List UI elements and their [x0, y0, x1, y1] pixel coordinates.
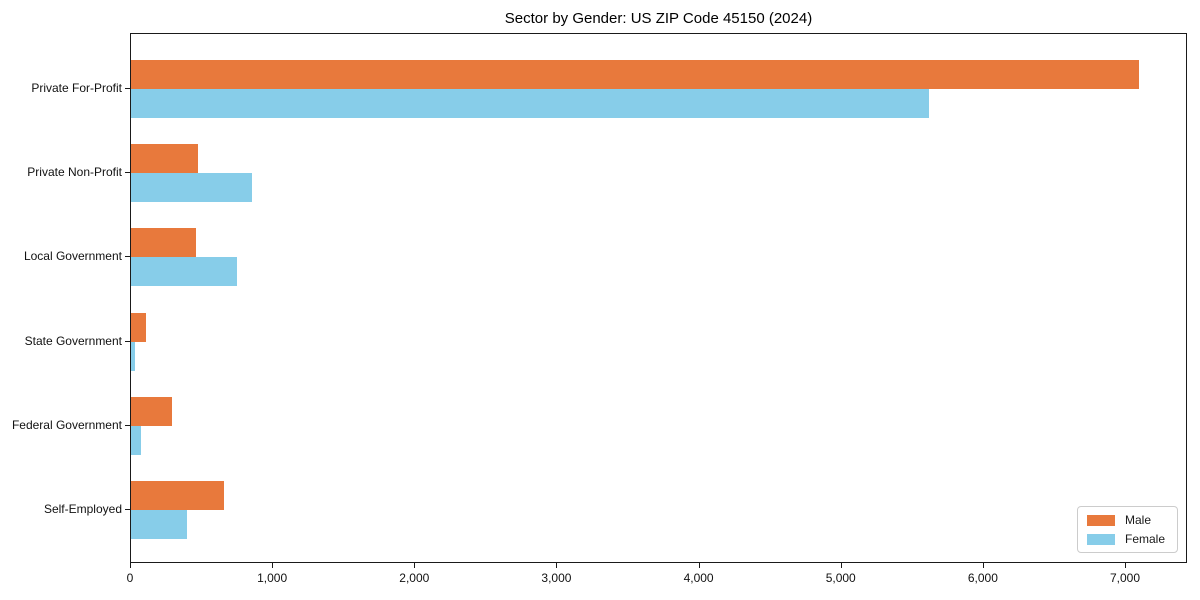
y-axis-labels: Private For-Profit Private Non-Profit Loca…	[0, 33, 130, 563]
y-tick-label-state-government: State Government	[24, 333, 122, 348]
x-tick-mark	[1125, 563, 1127, 568]
x-tick-mark	[982, 563, 984, 568]
bar-male-private-for-profit	[131, 60, 1139, 89]
y-tick-label-private-for-profit: Private For-Profit	[31, 81, 122, 95]
y-tick-mark	[125, 88, 130, 89]
bar-female-state-government	[131, 341, 136, 371]
x-tick-mark	[698, 563, 700, 568]
y-tick-mark	[125, 256, 130, 258]
legend-item-female: Female	[1086, 532, 1165, 546]
x-tick-label-0: 0	[126, 571, 134, 585]
x-tick-label-6000: 6,000	[967, 571, 998, 585]
y-tick-label-local-government: Local Government	[23, 249, 122, 264]
x-tick-mark	[272, 563, 274, 568]
x-tick-mark	[840, 563, 842, 568]
x-tick-label-5000: 5,000	[825, 571, 856, 585]
x-tick-label-4000: 4,000	[683, 571, 714, 585]
bar-female-private-non-profit	[131, 173, 252, 203]
bar-male-self-employed	[131, 481, 225, 510]
legend-label-female: Female	[1124, 532, 1165, 546]
bar-female-federal-government	[131, 425, 141, 455]
chart-title: Sector by Gender: US ZIP Code 45150 (202…	[504, 10, 813, 27]
y-tick-label-private-non-profit: Private Non-Profit	[27, 165, 122, 180]
x-tick-mark	[556, 563, 558, 568]
bar-female-local-government	[131, 257, 237, 287]
y-tick-label-federal-government: Federal Government	[11, 417, 122, 432]
x-tick-label-3000: 3,000	[541, 571, 572, 585]
x-tick-label-7000: 7,000	[1110, 571, 1141, 585]
x-tick-label-1000: 1,000	[257, 571, 288, 585]
bar-male-private-non-profit	[131, 144, 198, 174]
x-tick-mark	[130, 563, 131, 568]
bar-male-local-government	[131, 228, 196, 258]
legend-swatch-male	[1086, 514, 1115, 526]
x-tick-label-2000: 2,000	[399, 571, 430, 585]
legend-swatch-female	[1086, 533, 1115, 545]
bar-male-state-government	[131, 312, 146, 342]
bar-female-self-employed	[131, 510, 188, 539]
legend: Male Female	[1076, 506, 1178, 553]
legend-item-male: Male	[1086, 513, 1165, 527]
y-tick-mark	[125, 172, 130, 174]
y-tick-label-self-employed: Self-Employed	[43, 502, 122, 516]
x-tick-mark	[414, 563, 416, 568]
x-axis-labels: 0 1,000 2,000 3,000 4,000 5,000 6,000 7,000	[126, 563, 1187, 595]
bar-female-private-for-profit	[131, 89, 930, 118]
bar-male-federal-government	[131, 396, 173, 426]
y-tick-mark	[125, 509, 130, 510]
plot-area: Male Female	[130, 33, 1187, 563]
legend-label-male: Male	[1124, 513, 1151, 527]
y-tick-mark	[125, 424, 130, 426]
y-tick-mark	[125, 340, 130, 342]
